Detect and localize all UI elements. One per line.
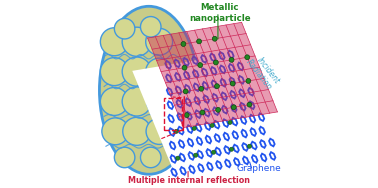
Circle shape xyxy=(212,36,217,41)
Text: Incident
Radiation: Incident Radiation xyxy=(244,51,281,92)
Circle shape xyxy=(197,39,201,44)
Circle shape xyxy=(146,28,173,55)
Circle shape xyxy=(192,126,196,130)
Circle shape xyxy=(101,28,129,56)
Circle shape xyxy=(146,58,173,85)
Circle shape xyxy=(141,17,161,37)
Circle shape xyxy=(184,113,189,118)
Circle shape xyxy=(174,129,178,133)
Circle shape xyxy=(122,87,151,116)
Circle shape xyxy=(162,73,186,97)
Circle shape xyxy=(181,42,186,46)
Circle shape xyxy=(215,84,219,89)
Circle shape xyxy=(122,27,151,56)
Polygon shape xyxy=(147,22,277,128)
Circle shape xyxy=(102,118,129,145)
Circle shape xyxy=(115,18,135,39)
Circle shape xyxy=(247,102,252,107)
Circle shape xyxy=(198,63,203,67)
Circle shape xyxy=(141,147,161,168)
Bar xyxy=(164,98,181,130)
Circle shape xyxy=(245,55,249,60)
Circle shape xyxy=(228,120,232,124)
Circle shape xyxy=(122,57,151,86)
Circle shape xyxy=(229,147,234,151)
Circle shape xyxy=(101,87,129,115)
Circle shape xyxy=(230,81,235,86)
Circle shape xyxy=(200,110,205,115)
Circle shape xyxy=(123,117,151,145)
Circle shape xyxy=(162,104,186,129)
Circle shape xyxy=(231,105,236,110)
Circle shape xyxy=(115,147,135,168)
Circle shape xyxy=(182,65,187,70)
Circle shape xyxy=(229,57,234,62)
Circle shape xyxy=(146,118,172,144)
Circle shape xyxy=(101,58,129,86)
Polygon shape xyxy=(132,55,273,172)
Circle shape xyxy=(246,79,251,83)
Circle shape xyxy=(147,88,174,115)
Text: Graphene: Graphene xyxy=(237,164,281,173)
Circle shape xyxy=(176,156,180,160)
Circle shape xyxy=(216,107,220,112)
Circle shape xyxy=(199,86,204,91)
Circle shape xyxy=(210,123,214,127)
Circle shape xyxy=(212,150,216,154)
Text: Metallic
nanoparticle: Metallic nanoparticle xyxy=(189,4,251,23)
Circle shape xyxy=(214,60,218,65)
Circle shape xyxy=(194,153,198,157)
Ellipse shape xyxy=(99,6,198,174)
Text: Multiple internal reflection: Multiple internal reflection xyxy=(128,176,250,184)
Circle shape xyxy=(248,144,251,148)
Circle shape xyxy=(183,89,188,94)
